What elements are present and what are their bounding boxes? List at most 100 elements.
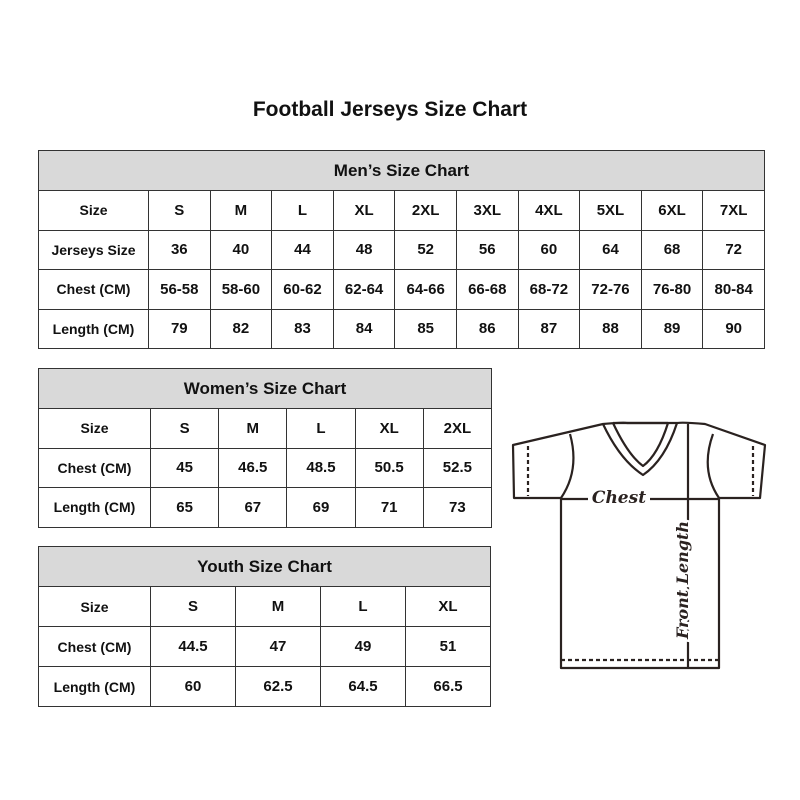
table-cell: S [148,190,211,231]
table-row: Length (CM) 65 67 69 71 73 [38,487,493,528]
table-cell: 64-66 [394,269,457,310]
shirt-outline [511,421,767,670]
table-cell: 82 [209,308,273,349]
table-caption: Men’s Size Chart [38,150,765,191]
table-cell: 86 [455,308,519,349]
row-label: Length (CM) [38,666,151,707]
table-cell: 71 [354,487,424,528]
table-cell: 56-58 [148,269,211,310]
table-cell: 62-64 [332,269,396,310]
table-cell: 45 [149,447,220,488]
table-cell: 48 [332,229,396,270]
table-cell: 76-80 [640,269,704,310]
table-cell: 73 [422,487,493,528]
table-cell: M [209,190,273,231]
table-cell: 66-68 [455,269,519,310]
table-cell: XL [405,586,491,627]
table-cell: 44.5 [150,626,236,667]
row-label: Chest (CM) [38,447,151,488]
table-cell: 88 [579,308,642,349]
table-cell: 60 [517,229,581,270]
front-length-label: Front Length [673,521,692,640]
youth-size-table: Youth Size Chart Size S M L XL Chest (CM) 44.5 4… [38,546,491,707]
table-cell: 69 [286,487,356,528]
table-cell: 60-62 [271,269,334,310]
table-cell: M [235,586,321,627]
table-caption: Youth Size Chart [38,546,491,587]
table-row: Size S M L XL 2XL [38,408,493,449]
table-cell: 58-60 [209,269,273,310]
table-cell: 52.5 [422,447,493,488]
table-cell: 84 [332,308,396,349]
table-cell: 72-76 [579,269,642,310]
table-cell: 50.5 [354,447,424,488]
table-row: Chest (CM) 45 46.5 48.5 50.5 52.5 [38,447,493,488]
mens-size-table: Men’s Size Chart Size S M L XL 2XL 3XL 4XL 5XL 6XL… [38,150,765,349]
table-row: Chest (CM) 56-58 58-60 60-62 62-64 64-66 66-68… [38,269,765,310]
sleeve-seams [560,433,720,499]
table-cell: S [150,586,236,627]
table-cell: S [149,408,220,449]
row-label: Size [38,408,151,449]
table-cell: 40 [209,229,273,270]
table-cell: L [271,190,334,231]
womens-size-table: Women’s Size Chart Size S M L XL 2XL Chest (CM)… [38,368,493,528]
table-cell: 64 [579,229,642,270]
table-cell: 47 [235,626,321,667]
collar [602,421,679,477]
row-label: Size [38,190,149,231]
table-cell: 51 [405,626,491,667]
page-title: Football Jerseys Size Chart [252,98,528,121]
table-cell: 44 [271,229,334,270]
table-cell: 85 [394,308,457,349]
table-cell: L [320,586,406,627]
table-row: Length (CM) 60 62.5 64.5 66.5 [38,666,491,707]
row-label: Size [38,586,151,627]
table-cell: 79 [148,308,211,349]
table-cell: XL [354,408,424,449]
table-cell: 65 [149,487,220,528]
table-cell: 4XL [517,190,581,231]
table-cell: 52 [394,229,457,270]
row-label: Chest (CM) [38,269,149,310]
table-cell: 2XL [394,190,457,231]
row-label: Length (CM) [38,308,149,349]
row-label: Jerseys Size [38,229,149,270]
table-cell: L [286,408,356,449]
table-cell: 89 [640,308,704,349]
table-cell: 36 [148,229,211,270]
table-cell: 83 [271,308,334,349]
table-cell: 2XL [422,408,493,449]
table-cell: 62.5 [235,666,321,707]
table-cell: 46.5 [218,447,288,488]
table-cell: 7XL [702,190,765,231]
table-cell: XL [332,190,396,231]
table-cell: 67 [218,487,288,528]
table-row: Chest (CM) 44.5 47 49 51 [38,626,491,667]
table-cell: 90 [702,308,765,349]
row-label: Chest (CM) [38,626,151,667]
table-cell: 60 [150,666,236,707]
table-cell: 56 [455,229,519,270]
table-row: Size S M L XL 2XL 3XL 4XL 5XL 6XL 7XL [38,190,765,231]
table-cell: 64.5 [320,666,406,707]
table-row: Jerseys Size 36 40 44 48 52 56 60 64 68 72 [38,229,765,270]
table-row: Size S M L XL [38,586,491,627]
table-cell: 68-72 [517,269,581,310]
table-cell: 48.5 [286,447,356,488]
table-cell: 49 [320,626,406,667]
table-cell: 87 [517,308,581,349]
table-cell: 72 [702,229,765,270]
jersey-diagram: Chest Front Length [511,421,767,670]
table-cell: 3XL [455,190,519,231]
table-cell: 66.5 [405,666,491,707]
table-cell: M [218,408,288,449]
row-label: Length (CM) [38,487,151,528]
table-cell: 68 [640,229,704,270]
table-row: Length (CM) 79 82 83 84 85 86 87 88 89 90 [38,308,765,349]
chest-label: Chest [592,488,646,508]
table-cell: 80-84 [702,269,765,310]
table-cell: 5XL [579,190,642,231]
table-cell: 6XL [640,190,704,231]
table-caption: Women’s Size Chart [38,368,492,409]
